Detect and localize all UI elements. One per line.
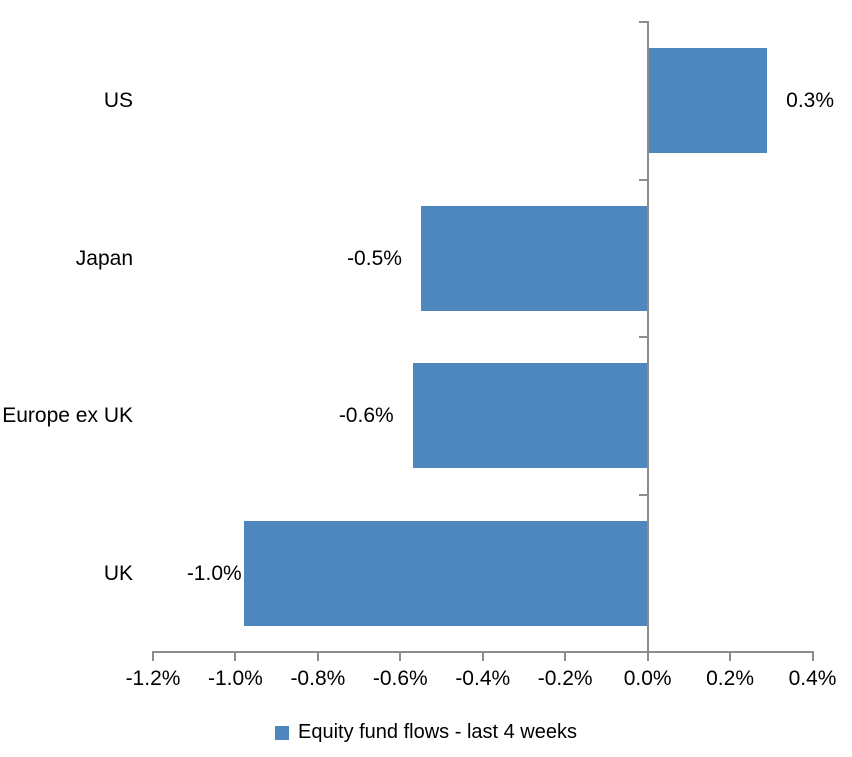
y-axis-line	[646, 21, 649, 661]
x-axis-tick	[152, 652, 154, 661]
data-label-europe-ex-uk: -0.6%	[338, 404, 394, 428]
category-label-us: US	[103, 89, 133, 113]
category-label-uk: UK	[103, 561, 133, 585]
x-tick-label-6: 0.0%	[623, 667, 672, 690]
bar-uk	[243, 520, 648, 626]
x-tick-label-0: -1.2%	[125, 667, 181, 690]
legend-marker-icon	[274, 725, 289, 740]
y-axis-tick	[638, 336, 647, 338]
data-label-us: 0.3%	[786, 89, 835, 113]
bar-us	[647, 48, 768, 154]
x-tick-label-4: -0.4%	[455, 667, 511, 690]
bar-europe-ex-uk	[412, 363, 648, 469]
data-label-japan: -0.5%	[347, 246, 402, 270]
category-label-europe-ex-uk: Europe ex UK	[2, 404, 133, 428]
y-axis-tick	[638, 21, 647, 23]
legend: Equity fund flows - last 4 weeks	[0, 721, 852, 744]
x-tick-label-5: -0.2%	[537, 667, 593, 690]
y-axis-tick	[638, 178, 647, 181]
x-tick-label-8: 0.4%	[788, 667, 837, 690]
x-axis-tick	[399, 652, 402, 661]
category-label-japan: Japan	[75, 246, 133, 270]
x-axis-tick	[564, 652, 567, 661]
bar-japan	[420, 205, 648, 311]
x-axis-tick	[316, 652, 319, 661]
x-tick-label-2: -0.8%	[290, 667, 346, 690]
data-label-uk: -1.0%	[186, 561, 242, 585]
x-axis-tick	[811, 652, 814, 661]
x-axis-tick	[729, 652, 732, 661]
legend-label: Equity fund flows - last 4 weeks	[297, 721, 577, 743]
x-tick-label-7: 0.2%	[706, 667, 754, 690]
x-axis-tick	[481, 652, 484, 661]
x-axis-tick	[646, 652, 649, 661]
x-axis-tick	[234, 652, 237, 661]
x-tick-label-1: -1.0%	[208, 667, 263, 690]
y-axis-tick	[638, 493, 647, 496]
x-tick-label-3: -0.6%	[372, 667, 428, 690]
